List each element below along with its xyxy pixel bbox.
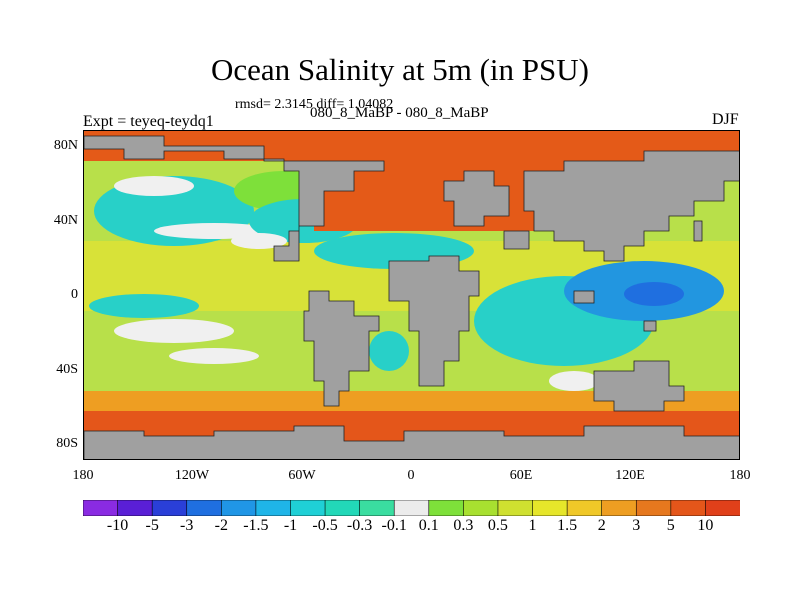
colorbar-label: 0.1 xyxy=(418,517,439,534)
colorbar-label: 1.5 xyxy=(557,517,578,534)
salinity-map xyxy=(84,131,739,459)
colorbar-swatch xyxy=(497,500,534,516)
lon-label-120w: 120W xyxy=(174,468,210,483)
season-text: DJF xyxy=(712,111,739,128)
colorbar-label: -10 xyxy=(106,517,129,534)
south-pacific-white-2 xyxy=(169,348,259,364)
lat-label-40s: 40S xyxy=(56,362,78,377)
north-pacific-white xyxy=(114,176,194,196)
colorbar-swatch xyxy=(463,500,499,516)
lon-label-180w: 180 xyxy=(72,468,94,483)
europe-west xyxy=(503,230,530,250)
colorbar-swatch xyxy=(324,500,361,516)
colorbar-label: -1.5 xyxy=(243,517,269,534)
colorbar-swatch xyxy=(566,500,603,516)
colorbar-swatch xyxy=(532,500,568,516)
colorbar-swatch xyxy=(255,500,292,516)
colorbar-swatch xyxy=(359,500,396,516)
map-frame xyxy=(83,130,740,460)
colorbar-label: 10 xyxy=(697,517,714,534)
east-pacific-cyan xyxy=(89,294,199,318)
colorbar-swatch xyxy=(705,500,740,516)
antarctica xyxy=(84,425,739,459)
colorbar-label: 5 xyxy=(666,517,675,534)
japan-island xyxy=(693,220,703,242)
lon-label-180e: 180 xyxy=(729,468,751,483)
lat-label-0: 0 xyxy=(71,287,78,302)
colorbar-label: -0.1 xyxy=(381,517,407,534)
colorbar-swatch xyxy=(670,500,707,516)
colorbar-swatch xyxy=(117,500,153,516)
expt-text: Expt = teyeq-teydq1 xyxy=(83,113,214,130)
colorbar xyxy=(83,500,740,516)
colorbar-swatch xyxy=(83,500,119,516)
colorbar-swatch xyxy=(221,500,257,516)
land-masses xyxy=(84,135,739,459)
rmsd-text: rmsd= 2.3145 diff= 1.04082 xyxy=(235,97,394,112)
colorbar-label: 0.5 xyxy=(487,517,508,534)
colorbar-label: 1 xyxy=(528,517,537,534)
colorbar-label: -0.5 xyxy=(312,517,338,534)
lat-label-80n: 80N xyxy=(53,138,78,153)
colorbar-swatch xyxy=(290,500,326,516)
greenland xyxy=(443,170,510,227)
west-pacific-deepblue xyxy=(624,282,684,306)
colorbar-label: -2 xyxy=(214,517,228,534)
colorbar-swatch xyxy=(635,500,672,516)
south-atlantic-cyan xyxy=(369,331,409,371)
lon-label-0: 0 xyxy=(407,468,415,483)
diff-text: 080_8_MaBP - 080_8_MaBP xyxy=(310,105,489,121)
colorbar-swatch xyxy=(393,500,430,516)
pacific-island xyxy=(643,320,657,332)
lat-label-40n: 40N xyxy=(53,213,78,228)
colorbar-label: -3 xyxy=(180,517,194,534)
colorbar-swatch xyxy=(601,500,638,516)
south-america xyxy=(303,290,380,407)
lon-label-60e: 60E xyxy=(509,468,533,483)
colorbar-swatch xyxy=(151,500,188,516)
colorbar-label: 3 xyxy=(632,517,641,534)
lat-label-80s: 80S xyxy=(56,436,78,451)
south-pacific-white xyxy=(114,319,234,343)
australia xyxy=(593,360,685,412)
colorbar-swatch xyxy=(428,500,465,516)
colorbar-label: 2 xyxy=(597,517,606,534)
eurasia xyxy=(523,150,739,262)
lon-label-60w: 60W xyxy=(288,468,316,483)
lon-label-120e: 120E xyxy=(615,468,645,483)
plot-title: Ocean Salinity at 5m (in PSU) xyxy=(211,52,589,87)
colorbar-swatch xyxy=(186,500,223,516)
indonesia-island xyxy=(573,290,595,304)
colorbar-label: -5 xyxy=(145,517,159,534)
colorbar-label: -1 xyxy=(283,517,298,534)
colorbar-label: -0.3 xyxy=(346,517,373,534)
atlantic-white xyxy=(231,233,287,249)
africa xyxy=(388,255,480,387)
colorbar-label: 0.3 xyxy=(453,517,474,534)
north-america xyxy=(84,135,385,262)
south-ocean-white xyxy=(549,371,599,391)
